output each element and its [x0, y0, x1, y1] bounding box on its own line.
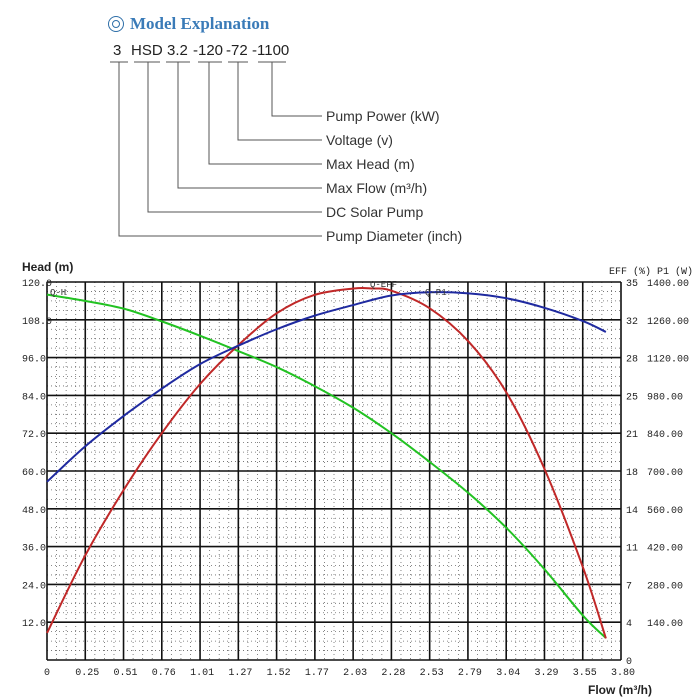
code-leader-lines [110, 61, 322, 237]
x-tick-label: 2.03 [343, 668, 367, 679]
y-left-tick-label: 84.0 [22, 392, 46, 403]
x-tick-label: 3.55 [573, 668, 597, 679]
y-axis-title-head: Head (m) [22, 260, 73, 274]
x-tick-label: 1.77 [305, 668, 329, 679]
x-tick-label: 0.51 [114, 668, 138, 679]
y-eff-tick-label: 7 [626, 581, 632, 592]
y-p1-tick-label: 140.00 [647, 619, 683, 630]
model-explanation-header: Model Explanation [108, 14, 269, 34]
y-eff-tick-label: 14 [626, 506, 638, 517]
code-head: -120 [193, 42, 224, 59]
code-series: HSD [131, 42, 163, 59]
curve-tag-label: Q-EFF [370, 280, 397, 290]
double-circle-icon [108, 16, 124, 32]
code-diameter: 3 [113, 42, 122, 59]
y-eff-tick-label: 0 [626, 657, 632, 668]
y-axis-title-right: EFF (%) P1 (W) [609, 266, 693, 278]
y-eff-tick-label: 11 [626, 544, 638, 555]
label-pump-diameter: Pump Diameter (inch) [326, 228, 463, 244]
y-left-tick-label: 60.0 [22, 468, 46, 479]
chart-ticks: 0 0.25 0.51 0.76 1.01 1.27 1.52 1.77 2.03 2.28 2.5… [22, 279, 689, 679]
x-tick-label: 0.76 [152, 668, 176, 679]
y-eff-tick-label: 32 [626, 317, 638, 328]
label-max-head: Max Head (m) [326, 156, 415, 172]
y-p1-tick-label: 1120.00 [647, 355, 689, 366]
curve-tag-label: Q-H [50, 288, 66, 298]
y-left-tick-label: 96.0 [22, 355, 46, 366]
code-flow: 3.2 [167, 42, 188, 59]
x-tick-label: 1.01 [190, 668, 214, 679]
y-p1-tick-label: 560.00 [647, 506, 683, 517]
y-left-tick-label: 48.0 [22, 506, 46, 517]
y-p1-tick-label: 980.00 [647, 392, 683, 403]
x-axis-title-flow: Flow (m³/h) [588, 683, 652, 697]
x-tick-label: 3.80 [611, 668, 635, 679]
y-eff-tick-label: 18 [626, 468, 638, 479]
y-p1-tick-label: 420.00 [647, 544, 683, 555]
curve-tag-label: Q-P1 [425, 288, 447, 298]
x-tick-label: 1.27 [228, 668, 252, 679]
label-dc-solar-pump: DC Solar Pump [326, 204, 424, 220]
x-tick-label: 2.79 [458, 668, 482, 679]
y-p1-tick-label: 1400.00 [647, 279, 689, 290]
y-left-tick-label: 36.0 [22, 544, 46, 555]
y-eff-tick-label: 28 [626, 355, 638, 366]
y-p1-tick-label: 1260.00 [647, 317, 689, 328]
y-eff-tick-label: 4 [626, 619, 632, 630]
y-p1-tick-label: 280.00 [647, 581, 683, 592]
y-left-tick-label: 72.0 [22, 430, 46, 441]
y-left-tick-label: 108.0 [22, 317, 52, 328]
x-tick-label: 0.25 [75, 668, 99, 679]
y-p1-tick-label: 840.00 [647, 430, 683, 441]
chart-curves [46, 286, 607, 639]
x-tick-label: 2.53 [420, 668, 444, 679]
y-left-tick-label: 24.0 [22, 581, 46, 592]
label-max-flow: Max Flow (m³/h) [326, 180, 428, 196]
y-eff-tick-label: 35 [626, 279, 638, 290]
x-tick-label: 0 [44, 668, 50, 679]
x-tick-label: 1.52 [267, 668, 291, 679]
y-p1-tick-label: 700.00 [647, 468, 683, 479]
pump-performance-chart: 0 0.25 0.51 0.76 1.01 1.27 1.52 1.77 2.03 2.28 2.5… [22, 260, 693, 697]
label-pump-power: Pump Power (kW) [326, 108, 440, 124]
curve-q-eff [46, 286, 607, 639]
curve-q-h [46, 293, 607, 639]
code-voltage: -72 [226, 42, 248, 59]
label-voltage: Voltage (v) [326, 132, 393, 148]
y-left-tick-label: 12.0 [22, 619, 46, 630]
code-power: -1100 [252, 42, 290, 59]
y-eff-tick-label: 21 [626, 430, 638, 441]
y-eff-tick-label: 25 [626, 392, 638, 403]
x-tick-label: 3.29 [534, 668, 558, 679]
y-left-tick-label: 120.0 [22, 279, 52, 290]
x-tick-label: 3.04 [496, 668, 520, 679]
curve-q-p1 [46, 291, 607, 483]
x-tick-label: 2.28 [381, 668, 405, 679]
page-title: Model Explanation [130, 14, 270, 33]
chart-grid [46, 281, 622, 661]
